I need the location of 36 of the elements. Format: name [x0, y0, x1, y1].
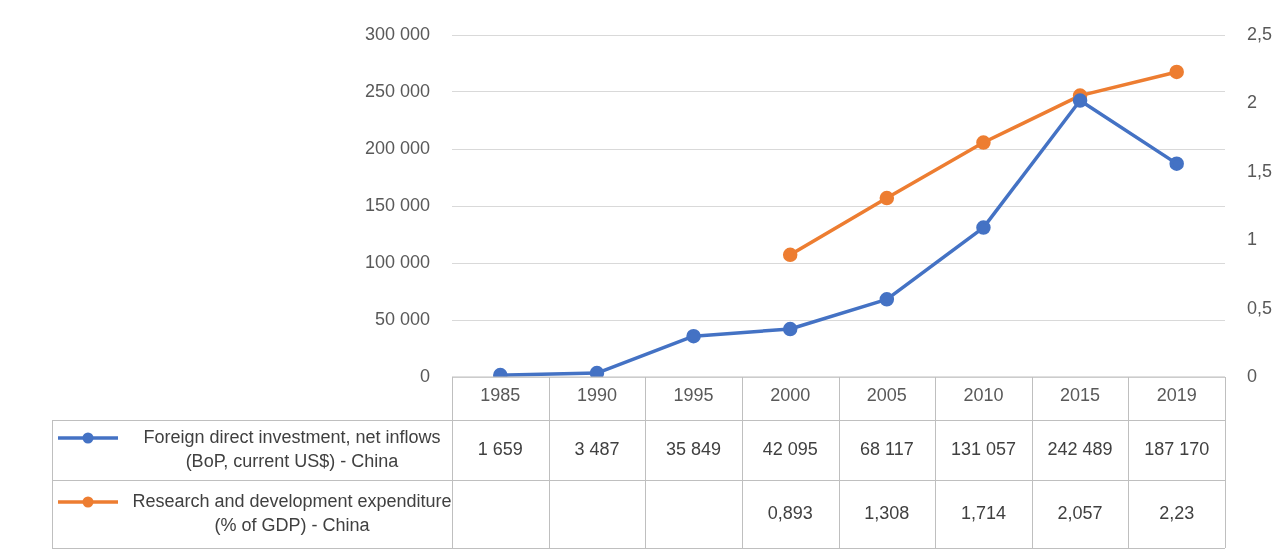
y2-tick-label: 0,5	[1247, 297, 1273, 318]
data-label: 187 170	[1144, 438, 1210, 459]
data-label: 3 487	[574, 438, 620, 459]
y2-tick-label: 0	[1247, 365, 1258, 386]
data-label: 1 659	[477, 438, 523, 459]
data-label: 2,057	[1057, 502, 1103, 523]
x-tick-label: 2010	[963, 384, 1004, 405]
data-label: 35 849	[666, 438, 722, 459]
data-label: 1,714	[960, 502, 1006, 523]
data-label: 68 117	[859, 438, 914, 459]
y-tick-label: 200 000	[364, 137, 430, 158]
y2-tick-label: 1,5	[1247, 160, 1273, 181]
y-tick-label: 50 000	[374, 308, 430, 329]
data-label: 2,23	[1159, 502, 1195, 523]
x-tick-label: 1990	[576, 384, 617, 405]
data-label: 131 057	[950, 438, 1016, 459]
x-tick-label: 2000	[770, 384, 811, 405]
x-tick-label: 1995	[673, 384, 714, 405]
x-tick-label: 2015	[1060, 384, 1101, 405]
y-tick-label: 100 000	[364, 251, 430, 272]
data-label: 42 095	[762, 438, 818, 459]
y2-tick-label: 1	[1247, 229, 1258, 250]
y-tick-label: 300 000	[364, 23, 430, 44]
data-label: 1,308	[864, 502, 910, 523]
legend-label: Foreign direct investment, net inflows (BoP, current US$) - China	[143, 426, 441, 471]
y2-tick-label: 2,5	[1247, 23, 1273, 44]
y-tick-label: 0	[419, 365, 430, 386]
y-tick-label: 250 000	[364, 80, 430, 101]
legend-label: Research and development expenditure (% of GDP) - China	[132, 490, 452, 535]
y-tick-label: 150 000	[364, 194, 430, 215]
data-label: 0,893	[767, 502, 813, 523]
x-tick-label: 2019	[1156, 384, 1197, 405]
data-label: 242 489	[1047, 438, 1113, 459]
x-tick-label: 2005	[866, 384, 907, 405]
y2-tick-label: 2	[1247, 92, 1258, 113]
x-tick-label: 1985	[480, 384, 521, 405]
